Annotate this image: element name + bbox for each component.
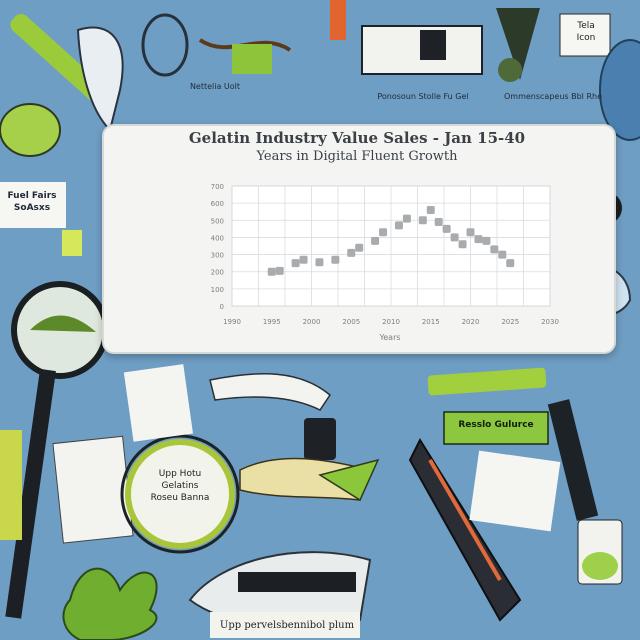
data-point [506,259,515,268]
data-point [402,214,411,223]
data-point [355,243,364,252]
data-point [466,228,475,237]
green-bar-icon [427,367,547,396]
tray-band-icon [238,572,356,592]
data-point [482,236,491,245]
green-pod-tip-icon [318,458,380,502]
data-point [267,267,276,276]
yellow-note-icon [62,230,82,256]
data-point [299,255,308,264]
x-tick-label: 2030 [541,318,559,326]
data-point [474,235,483,244]
data-point [442,224,451,233]
data-point [347,248,356,257]
coral-icon [62,567,158,640]
data-point [490,245,499,254]
right-note-icon [469,450,561,532]
data-point [434,218,443,226]
x-axis-ticks: 1990 1995 2000 2005 2010 2015 2020 2025 2030 [223,318,559,326]
chart-title: Gelatin Industry Value Sales - Jan 15-40 [188,129,526,147]
x-tick-label: 1995 [263,318,281,326]
data-point [331,255,340,264]
green-label-icon [443,411,549,445]
green-tool-icon [10,13,107,103]
lens-rim-icon [120,434,240,554]
y-tick-label: 400 [211,234,224,242]
leaf-block-icon [232,44,272,74]
chart-subtitle: Years in Digital Fluent Growth [256,149,458,164]
ring-icon [141,13,189,77]
side-note-label: Fuel Fairs SoAsxs [7,191,57,213]
side-note-icon [0,182,66,228]
x-tick-label: 2020 [462,318,480,326]
x-axis-label: Years [378,333,400,342]
y-axis-ticks: 0 100 200 300 400 500 600 700 [211,183,224,311]
feather-icon [209,373,331,411]
corner-card-label: Tela Icon [576,21,596,43]
scatter-chart: 0 100 200 300 400 500 600 700 1990 1995 2000 2005 2… [211,183,559,342]
yellow-tab-icon [0,430,22,540]
x-tick-label: 2000 [303,318,321,326]
magnifier-lens-leaf-icon [30,315,96,332]
data-point [450,233,459,242]
data-points [267,206,515,276]
panel-caption: Ponosoun Stolle Fu Gel [377,92,469,101]
x-tick-label: 2005 [342,318,360,326]
x-tick-label: 2025 [501,318,519,326]
dark-block-icon [304,418,336,460]
small-caption-1: Nettelia Uolt [189,82,241,91]
corner-card-icon [559,13,611,57]
data-point [498,250,507,259]
x-tick-label: 2010 [382,318,400,326]
data-point [315,258,324,267]
data-point [426,206,435,214]
y-tick-label: 600 [211,200,224,208]
data-point [418,216,427,225]
small-caption-2: Ommenscapeus Bbl Rhe [503,92,602,101]
chart-grid [231,185,551,307]
y-tick-label: 300 [211,252,224,260]
y-tick-label: 700 [211,183,224,191]
tweezer-tip-icon [498,58,522,82]
data-point [379,228,388,237]
net-icon [76,26,124,132]
y-tick-label: 500 [211,217,224,225]
scalpel-stripe-icon [428,458,502,582]
stick-caption: Resslo Gulurce [458,420,534,430]
y-tick-label: 200 [211,269,224,277]
data-point [458,240,467,249]
globe-icon [599,39,640,141]
footer-caption: Upp pervelsbennibol plum [219,620,355,631]
lens-icon [125,439,235,549]
x-tick-label: 2015 [422,318,440,326]
y-tick-label: 100 [211,286,224,294]
pen-icon [547,399,599,521]
tweezer-icon [496,8,540,80]
data-point [275,266,284,275]
orange-marker-icon [330,0,346,40]
scalpel-icon [408,437,522,622]
chart-title-block: Gelatin Industry Value Sales - Jan 15-40… [110,128,604,166]
lens-caption: Upp Hotu Gelatins Roseu Banna [150,469,210,503]
bottle-liquid-icon [582,552,618,580]
x-tick-label: 1990 [223,318,241,326]
leaf-note-icon [123,364,193,442]
green-leaf-icon [0,103,61,157]
footer-strip-icon [210,612,360,638]
data-point [394,221,403,230]
y-tick-label: 0 [220,303,224,311]
data-point [291,259,300,268]
data-point [371,236,380,245]
magnifier-handle-icon [5,368,56,619]
clip-icon [420,30,446,60]
